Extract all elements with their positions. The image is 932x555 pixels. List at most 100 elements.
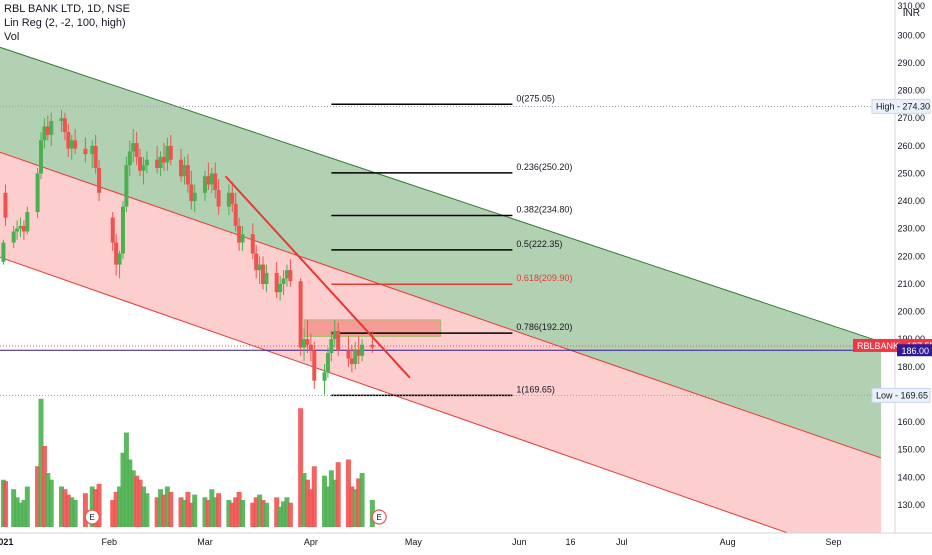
candle-body xyxy=(312,350,317,381)
price-marker-text: Low - 169.65 xyxy=(876,390,928,400)
volume-bar xyxy=(250,502,256,527)
price-marker-box xyxy=(871,98,931,114)
fib-level-label: 0.786(192.20) xyxy=(516,322,572,332)
candle-body xyxy=(298,281,303,348)
candle-body xyxy=(120,206,125,254)
volume-bar xyxy=(82,493,88,527)
volume-bar xyxy=(287,502,293,527)
volume-bar xyxy=(140,486,146,527)
volume-bar xyxy=(229,502,235,527)
candle-body xyxy=(158,156,163,168)
volume-bar xyxy=(304,479,310,527)
symbol-title[interactable]: RBL BANK LTD, 1D, NSE xyxy=(4,3,130,15)
candle-body xyxy=(45,126,50,135)
channel-upper-line xyxy=(0,46,882,343)
candle-body xyxy=(281,278,286,284)
volume-bar xyxy=(335,462,341,527)
chart-legend: RBL BANK LTD, 1D, NSE Lin Reg (2, -2, 10… xyxy=(4,2,130,44)
candle-body xyxy=(264,272,269,284)
volume-bar xyxy=(226,500,232,527)
volume-bar xyxy=(311,466,317,527)
candle-body xyxy=(127,151,132,166)
candle-body xyxy=(325,353,330,373)
volume-bar xyxy=(185,491,191,527)
volume-bar xyxy=(274,497,280,527)
volume-bar xyxy=(113,491,119,527)
candle-body xyxy=(114,242,119,265)
channel-middle-line xyxy=(0,151,882,459)
fib-level-label: 0(275.05) xyxy=(516,93,555,103)
volume-bar xyxy=(253,497,259,527)
price-marker-text: High - 274.30 xyxy=(876,101,930,111)
candle-body xyxy=(168,145,173,160)
volume-bar xyxy=(117,486,123,527)
candle-body xyxy=(192,192,197,202)
x-tick-label: Mar xyxy=(197,537,213,547)
volume-bar xyxy=(359,473,365,527)
volume-label[interactable]: Vol xyxy=(4,31,20,43)
price-marker-box xyxy=(897,344,932,357)
y-tick-label: 310.00 xyxy=(897,1,925,11)
volume-bar xyxy=(2,481,8,527)
candle-body xyxy=(144,159,149,166)
candle-body xyxy=(356,350,361,356)
candle-body xyxy=(254,253,259,271)
y-tick-label: 250.00 xyxy=(897,168,925,178)
volume-bar xyxy=(240,500,246,527)
x-tick-label: 16 xyxy=(565,537,575,547)
candle-body xyxy=(69,140,74,149)
volume-bar xyxy=(298,408,304,527)
volume-bar xyxy=(21,500,27,527)
candle-body xyxy=(161,156,166,163)
volume-bar xyxy=(322,475,328,527)
candle-body xyxy=(329,339,334,353)
volume-bar xyxy=(284,497,290,527)
x-tick-label: Apr xyxy=(304,537,318,547)
candle-body xyxy=(250,234,255,254)
y-tick-label: 210.00 xyxy=(897,279,925,289)
volume-bar xyxy=(72,500,78,527)
volume-bar xyxy=(130,470,136,527)
volume-bar xyxy=(212,497,218,527)
volume-bar xyxy=(188,502,194,527)
volume-bar xyxy=(48,479,54,527)
y-tick-label: 300.00 xyxy=(897,30,925,40)
candle-body xyxy=(332,330,337,340)
candle-body xyxy=(117,253,122,265)
y-tick-label: 290.00 xyxy=(897,58,925,68)
volume-bar xyxy=(352,489,358,527)
volume-bar xyxy=(38,398,44,527)
volume-bar xyxy=(65,494,71,527)
price-marker-text: 186.00 xyxy=(901,346,929,356)
candle-body xyxy=(83,148,88,155)
fib-level-label: 0.618(209.90) xyxy=(516,273,572,283)
candle-body xyxy=(288,270,293,282)
volume-bar xyxy=(127,459,133,527)
candle-body xyxy=(93,145,98,168)
candle-body xyxy=(15,228,20,232)
volume-bar xyxy=(325,486,331,527)
y-tick-label: 260.00 xyxy=(897,141,925,151)
candle-body xyxy=(25,212,30,232)
candle-body xyxy=(18,225,23,229)
volume-bar xyxy=(308,489,314,527)
volume-bar xyxy=(281,501,287,527)
candle-body xyxy=(349,358,354,365)
candle-body xyxy=(237,225,242,243)
y-tick-label: 200.00 xyxy=(897,307,925,317)
candle-body xyxy=(370,344,375,348)
earnings-marker xyxy=(371,509,387,525)
price-axis-bg xyxy=(895,0,932,550)
volume-bar xyxy=(328,470,334,527)
y-tick-label: 160.00 xyxy=(897,417,925,427)
candle-body xyxy=(353,350,358,365)
indicator-label[interactable]: Lin Reg (2, -2, 100, high) xyxy=(4,17,126,29)
candle-body xyxy=(360,344,365,356)
volume-bar xyxy=(17,502,23,527)
candle-body xyxy=(233,203,238,226)
y-tick-label: 270.00 xyxy=(897,113,925,123)
candle-body xyxy=(346,350,351,359)
volume-bar xyxy=(181,500,187,527)
